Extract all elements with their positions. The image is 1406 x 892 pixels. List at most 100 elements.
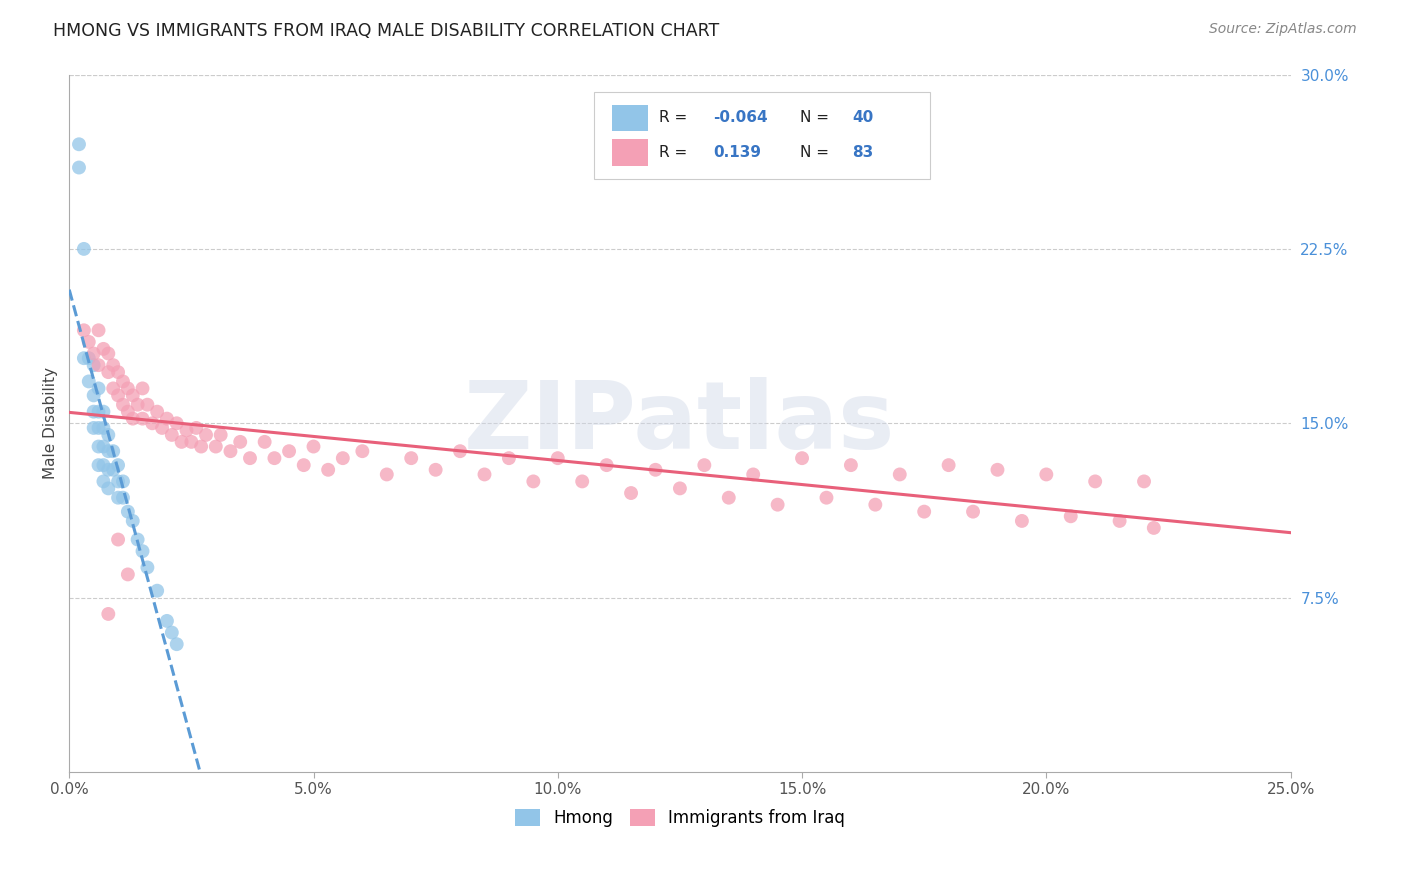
Point (97, 444, 120, 458)
Point (180, 434, 202, 449)
Point (93, 458, 115, 472)
Point (815, 491, 838, 505)
Point (292, 458, 315, 472)
Point (127, 533, 149, 547)
Text: 0.139: 0.139 (713, 145, 761, 161)
Point (136, 398, 159, 412)
Point (239, 451, 262, 466)
Point (595, 458, 617, 472)
Point (93, 421, 115, 435)
Point (87, 358, 110, 372)
Point (127, 398, 149, 412)
Point (87, 405, 110, 419)
Point (83, 405, 105, 419)
Point (425, 463, 447, 477)
Point (93, 475, 115, 489)
FancyBboxPatch shape (612, 139, 648, 166)
Point (1133, 475, 1156, 489)
Point (352, 444, 374, 458)
Text: R =: R = (659, 111, 688, 125)
Point (912, 505, 935, 519)
Point (87, 421, 110, 435)
Point (93, 342, 115, 356)
Point (717, 491, 740, 505)
Point (136, 560, 159, 574)
Point (209, 428, 232, 442)
Point (97, 365, 120, 379)
Point (170, 434, 193, 449)
Point (150, 421, 173, 435)
Point (547, 451, 569, 466)
Point (332, 451, 354, 466)
Point (117, 405, 139, 419)
Point (103, 463, 125, 477)
Point (87, 381, 110, 395)
Point (865, 498, 887, 512)
Point (107, 491, 129, 505)
Point (67, 137, 90, 152)
Point (107, 388, 129, 402)
Text: N =: N = (800, 111, 828, 125)
Point (938, 458, 960, 472)
Point (131, 411, 153, 425)
Point (186, 421, 208, 435)
Y-axis label: Male Disability: Male Disability (44, 368, 58, 479)
Point (103, 381, 125, 395)
Point (766, 498, 789, 512)
Text: R =: R = (659, 145, 688, 161)
Point (87, 458, 110, 472)
Point (644, 463, 666, 477)
Point (1060, 509, 1083, 524)
Point (1035, 467, 1057, 482)
Point (103, 358, 125, 372)
Point (1108, 514, 1130, 528)
Point (449, 444, 471, 458)
Point (107, 475, 129, 489)
Point (316, 463, 339, 477)
Point (253, 434, 276, 449)
Text: Source: ZipAtlas.com: Source: ZipAtlas.com (1209, 22, 1357, 37)
Point (117, 567, 139, 582)
Point (111, 398, 134, 412)
Point (204, 440, 226, 454)
Point (131, 544, 153, 558)
FancyBboxPatch shape (595, 92, 931, 179)
Point (790, 451, 813, 466)
Point (107, 365, 129, 379)
Point (219, 444, 242, 458)
Text: N =: N = (800, 145, 828, 161)
Point (195, 428, 218, 442)
Point (839, 458, 862, 472)
Point (83, 388, 105, 402)
Point (93, 440, 115, 454)
Point (160, 625, 183, 640)
Point (156, 614, 179, 628)
Point (83, 346, 105, 360)
Point (160, 428, 183, 442)
Text: HMONG VS IMMIGRANTS FROM IRAQ MALE DISABILITY CORRELATION CHART: HMONG VS IMMIGRANTS FROM IRAQ MALE DISAB… (53, 22, 720, 40)
Point (103, 444, 125, 458)
Point (77, 375, 100, 389)
Point (121, 411, 143, 425)
Point (87, 440, 110, 454)
Point (107, 458, 129, 472)
Text: -0.064: -0.064 (713, 111, 768, 125)
Point (73, 242, 96, 256)
Point (83, 421, 105, 435)
Point (620, 486, 643, 500)
Point (375, 467, 398, 482)
Point (474, 467, 496, 482)
Point (97, 428, 120, 442)
Point (962, 505, 984, 519)
Point (146, 405, 169, 419)
Point (263, 451, 285, 466)
Text: 83: 83 (852, 145, 873, 161)
Point (399, 451, 422, 466)
Point (522, 475, 544, 489)
Point (73, 323, 96, 337)
Point (107, 533, 129, 547)
Point (121, 514, 143, 528)
Point (97, 482, 120, 496)
Point (83, 358, 105, 372)
Point (302, 440, 325, 454)
